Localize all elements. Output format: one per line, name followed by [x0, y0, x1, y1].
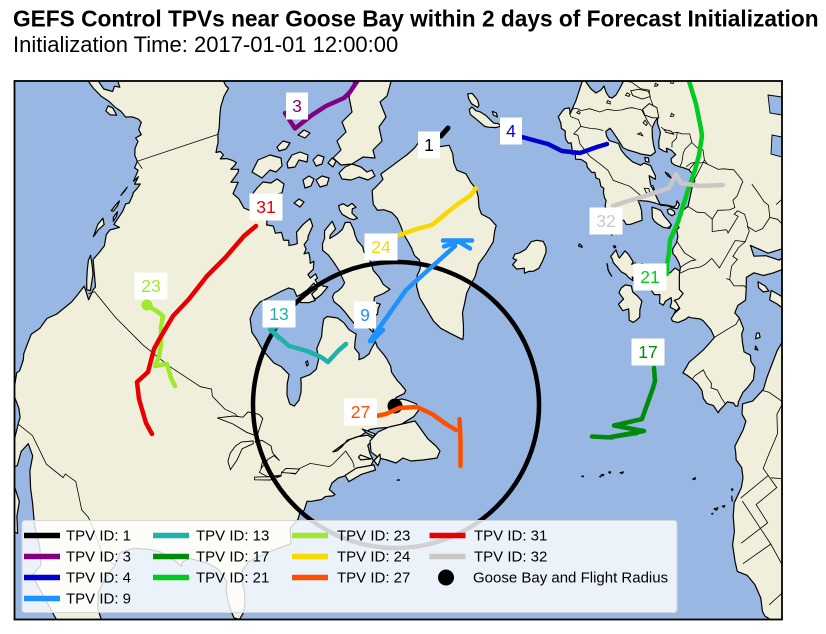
svg-text:TPV ID: 13: TPV ID: 13: [196, 528, 269, 545]
svg-text:TPV ID: 1: TPV ID: 1: [66, 528, 131, 545]
svg-text:TPV ID: 3: TPV ID: 3: [66, 549, 131, 566]
svg-text:23: 23: [141, 276, 160, 296]
svg-text:TPV ID: 32: TPV ID: 32: [474, 549, 547, 566]
svg-text:17: 17: [638, 342, 657, 362]
svg-text:TPV ID: 27: TPV ID: 27: [337, 570, 410, 587]
svg-text:24: 24: [371, 237, 391, 257]
svg-text:Initialization Time: 2017-01-0: Initialization Time: 2017-01-01 12:00:00: [13, 32, 398, 57]
svg-text:9: 9: [360, 305, 370, 325]
svg-text:21: 21: [640, 267, 659, 287]
svg-text:4: 4: [506, 121, 516, 141]
svg-text:TPV ID: 21: TPV ID: 21: [196, 570, 269, 587]
svg-text:1: 1: [424, 135, 434, 155]
svg-text:3: 3: [292, 96, 302, 116]
svg-text:TPV ID: 24: TPV ID: 24: [337, 549, 410, 566]
svg-text:TPV ID: 23: TPV ID: 23: [337, 528, 410, 545]
svg-text:Goose Bay and Flight Radius: Goose Bay and Flight Radius: [473, 570, 668, 587]
svg-text:32: 32: [596, 211, 615, 231]
svg-text:TPV ID: 9: TPV ID: 9: [66, 591, 131, 608]
svg-text:TPV ID: 17: TPV ID: 17: [196, 549, 269, 566]
svg-text:TPV ID: 31: TPV ID: 31: [474, 528, 547, 545]
svg-text:TPV ID: 4: TPV ID: 4: [66, 570, 131, 587]
svg-text:13: 13: [269, 304, 288, 324]
svg-text:31: 31: [256, 197, 275, 217]
svg-text:GEFS Control TPVs near Goose B: GEFS Control TPVs near Goose Bay within …: [13, 6, 819, 32]
svg-text:27: 27: [351, 402, 370, 422]
